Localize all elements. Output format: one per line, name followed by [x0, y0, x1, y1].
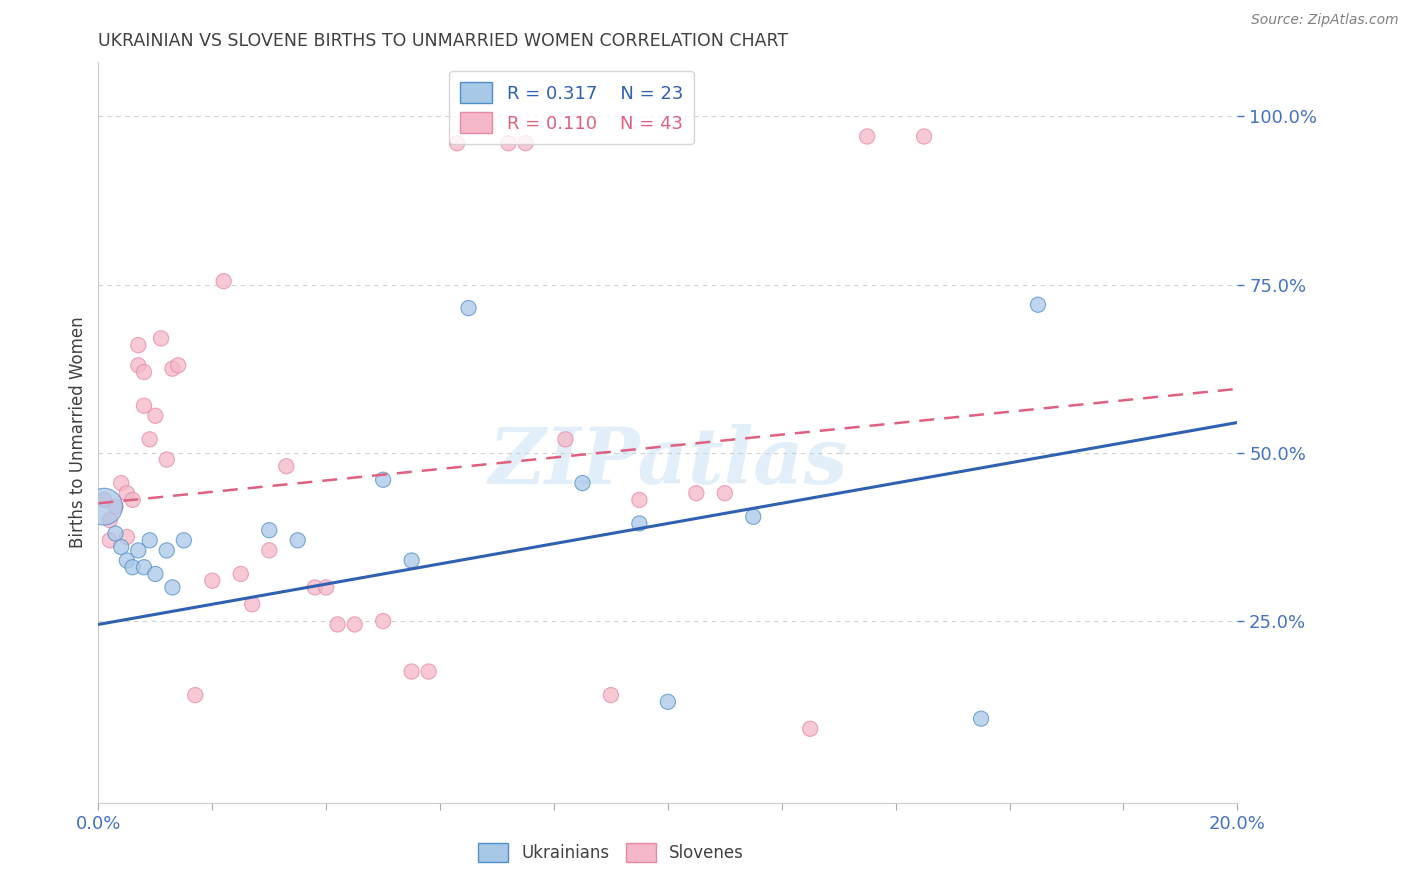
Slovenes	[373, 614, 395, 628]
Slovenes	[259, 543, 281, 558]
Text: Source: ZipAtlas.com: Source: ZipAtlas.com	[1251, 13, 1399, 28]
Slovenes	[93, 492, 115, 507]
Ukrainians	[970, 712, 993, 726]
Slovenes	[628, 492, 651, 507]
Slovenes	[401, 665, 423, 679]
Slovenes	[714, 486, 737, 500]
Ukrainians	[132, 560, 155, 574]
Slovenes	[498, 136, 520, 151]
Slovenes	[115, 486, 138, 500]
Ukrainians	[173, 533, 195, 548]
Ukrainians	[121, 560, 143, 574]
Ukrainians	[401, 553, 423, 567]
Slovenes	[184, 688, 207, 702]
Ukrainians	[628, 516, 651, 531]
Legend: Ukrainians, Slovenes: Ukrainians, Slovenes	[471, 836, 751, 869]
Slovenes	[856, 129, 879, 144]
Ukrainians	[115, 553, 138, 567]
Slovenes	[110, 476, 132, 491]
Ukrainians	[162, 581, 184, 595]
Slovenes	[201, 574, 224, 588]
Slovenes	[98, 513, 121, 527]
Slovenes	[127, 359, 149, 373]
Ukrainians	[138, 533, 160, 548]
Slovenes	[127, 338, 149, 352]
Slovenes	[304, 581, 326, 595]
Slovenes	[156, 452, 179, 467]
Ukrainians	[457, 301, 479, 315]
Ukrainians	[156, 543, 179, 558]
Slovenes	[685, 486, 707, 500]
Ukrainians	[127, 543, 149, 558]
Text: ZIPatlas: ZIPatlas	[488, 424, 848, 500]
Slovenes	[229, 566, 252, 581]
Slovenes	[162, 361, 184, 376]
Slovenes	[104, 500, 127, 514]
Text: UKRAINIAN VS SLOVENE BIRTHS TO UNMARRIED WOMEN CORRELATION CHART: UKRAINIAN VS SLOVENE BIRTHS TO UNMARRIED…	[98, 32, 789, 50]
Slovenes	[600, 688, 623, 702]
Slovenes	[138, 433, 160, 447]
Ukrainians	[287, 533, 309, 548]
Y-axis label: Births to Unmarried Women: Births to Unmarried Women	[69, 317, 87, 549]
Slovenes	[240, 597, 263, 611]
Slovenes	[554, 433, 576, 447]
Slovenes	[418, 665, 440, 679]
Slovenes	[515, 136, 537, 151]
Ukrainians	[259, 523, 281, 537]
Ukrainians	[571, 476, 593, 491]
Ukrainians	[1026, 298, 1049, 312]
Ukrainians	[657, 695, 679, 709]
Ukrainians	[145, 566, 167, 581]
Slovenes	[115, 530, 138, 544]
Slovenes	[343, 617, 366, 632]
Ukrainians	[373, 473, 395, 487]
Slovenes	[132, 365, 155, 379]
Slovenes	[315, 581, 337, 595]
Slovenes	[145, 409, 167, 423]
Ukrainians	[104, 526, 127, 541]
Slovenes	[276, 459, 298, 474]
Slovenes	[167, 359, 190, 373]
Slovenes	[912, 129, 935, 144]
Ukrainians	[110, 540, 132, 554]
Slovenes	[326, 617, 349, 632]
Slovenes	[446, 136, 468, 151]
Slovenes	[150, 331, 173, 345]
Slovenes	[98, 533, 121, 548]
Ukrainians	[742, 509, 765, 524]
Ukrainians	[93, 500, 115, 514]
Slovenes	[121, 492, 143, 507]
Slovenes	[132, 399, 155, 413]
Slovenes	[799, 722, 821, 736]
Slovenes	[212, 274, 235, 288]
